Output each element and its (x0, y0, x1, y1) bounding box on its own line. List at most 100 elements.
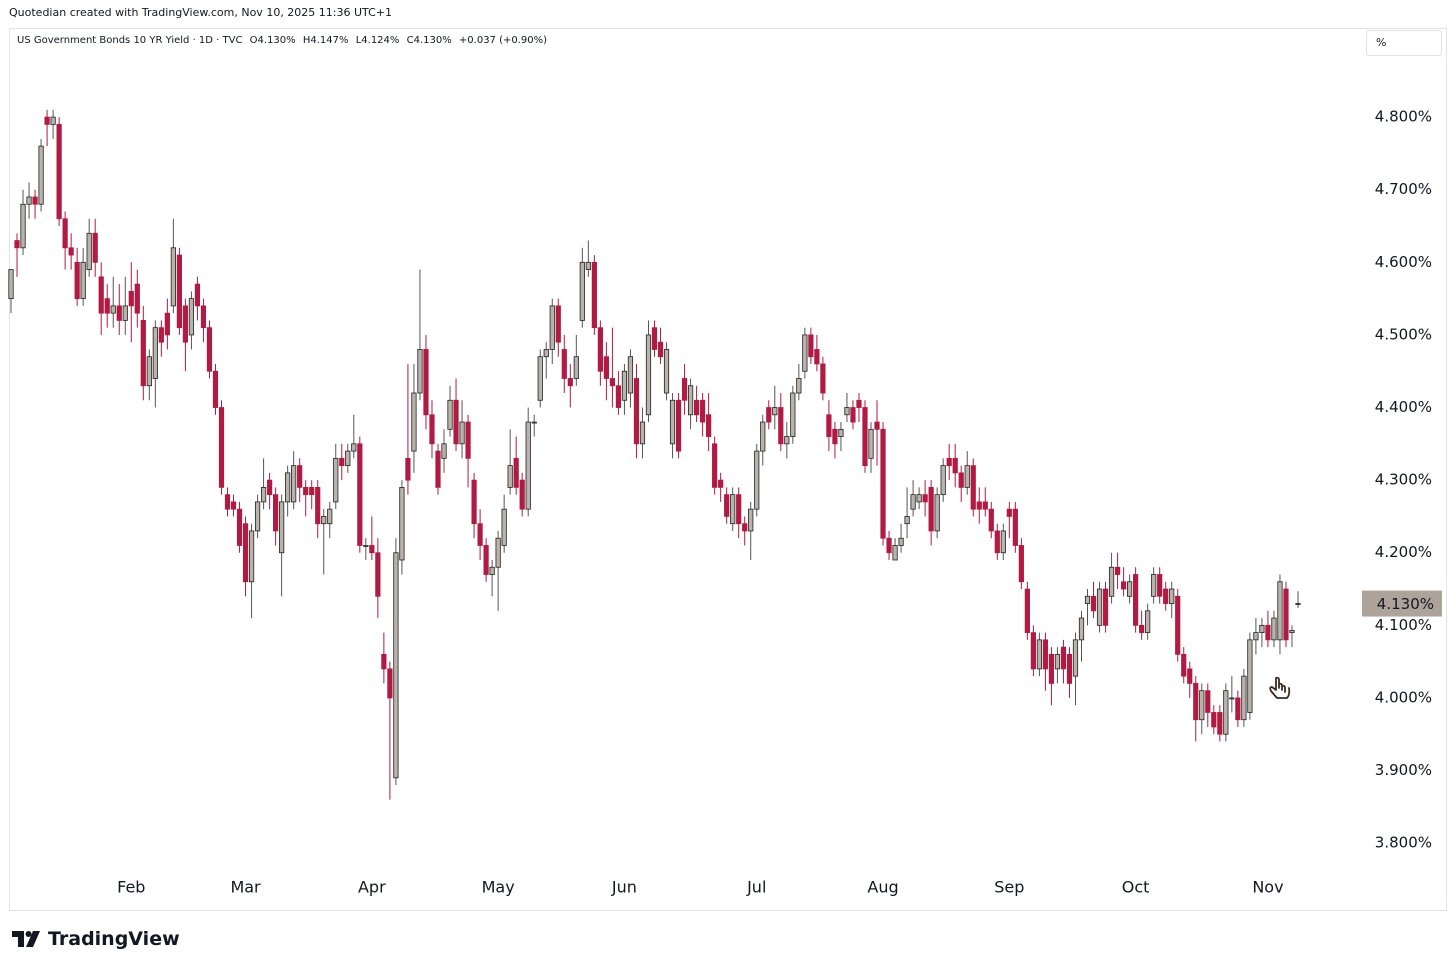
candle-body (712, 443, 718, 488)
candle-body (206, 327, 213, 372)
candle-body (399, 486, 405, 561)
candle-body (1175, 595, 1181, 655)
candle-body (1187, 668, 1193, 684)
candle-body (862, 407, 868, 467)
ohlc-change: +0.037 (+0.90%) (458, 35, 548, 46)
candle-body (1036, 639, 1042, 670)
candle-body (621, 370, 628, 401)
candle-body (441, 443, 447, 459)
candle-body (1127, 581, 1133, 597)
x-tick-label: Apr (358, 878, 386, 897)
candle-body (218, 407, 225, 488)
candle-body (1048, 653, 1055, 684)
candle-body (429, 414, 435, 445)
candle-body (122, 305, 128, 321)
candle-body (140, 320, 146, 387)
candle-body (1271, 617, 1277, 641)
candle-body (345, 450, 351, 467)
y-tick-label: 3.900% (1375, 761, 1432, 779)
candle-body (1247, 639, 1253, 713)
candle-body (62, 218, 68, 249)
candle-body (627, 356, 634, 394)
unit-button[interactable] (1366, 30, 1442, 56)
candle-body (110, 305, 116, 314)
candle-body (134, 283, 140, 314)
candle-body (772, 407, 778, 416)
candle-body (80, 261, 86, 300)
candle-body (597, 327, 603, 372)
candle-body (495, 537, 501, 568)
y-tick-label: 4.100% (1375, 616, 1432, 634)
candle-body (808, 334, 814, 358)
candle-body (1235, 697, 1241, 721)
ohlc-low: L4.124% (355, 35, 400, 46)
candle-body (724, 494, 730, 517)
candle-body (970, 465, 976, 510)
x-tick-label: Feb (117, 878, 145, 897)
candle-body (152, 327, 158, 379)
candle-body (176, 254, 182, 329)
candle-body (447, 399, 453, 430)
candle-body (74, 261, 80, 300)
ohlc-open: O4.130% (249, 35, 296, 46)
candle-body (850, 407, 856, 423)
x-tick-label: Aug (867, 878, 898, 897)
candle-body (934, 494, 940, 532)
candle-body (260, 486, 267, 503)
y-tick-label: 4.000% (1375, 688, 1432, 706)
candle-body (32, 196, 38, 205)
candle-body (417, 349, 423, 394)
y-tick-label: 4.400% (1375, 398, 1432, 416)
candle-body (128, 290, 134, 307)
ohlc-close: C4.130% (406, 35, 452, 46)
candle-body (357, 443, 363, 546)
y-tick-label: 4.200% (1375, 543, 1432, 561)
candle-body (838, 428, 844, 437)
candle-body (681, 378, 688, 401)
ohlc-high: H4.147% (302, 35, 349, 46)
candle-body (1066, 653, 1073, 684)
candle-body (778, 407, 784, 445)
candle-body (874, 421, 880, 430)
candle-body (381, 653, 387, 670)
y-tick-label: 4.700% (1375, 180, 1432, 198)
candle-body (651, 327, 658, 350)
candle-body (309, 486, 315, 496)
candle-body (760, 421, 766, 452)
y-tick-label: 4.300% (1375, 471, 1432, 489)
candle-body (754, 450, 760, 510)
candle-body (1169, 588, 1175, 604)
candle-body (50, 116, 56, 125)
candle-body (194, 283, 201, 307)
candle-body (1024, 588, 1030, 633)
candle-body (946, 457, 952, 467)
candle-body (693, 399, 700, 416)
x-tick-label: Mar (230, 878, 261, 897)
candle-body (904, 516, 910, 525)
candle-body (1018, 545, 1024, 583)
candle-body (164, 312, 170, 336)
y-tick-label: 4.600% (1375, 253, 1432, 271)
candle-body (591, 261, 597, 329)
candles (8, 109, 1301, 800)
candle-body (68, 247, 74, 256)
candle-body (730, 494, 736, 525)
candle-body (1120, 581, 1127, 590)
candle-body (1084, 595, 1091, 604)
logo-icon (12, 931, 40, 947)
candle-body (868, 428, 874, 459)
candle-body (291, 465, 297, 503)
unit-button-label[interactable]: % (1376, 36, 1386, 49)
candle-body (1000, 530, 1006, 554)
candle-body (784, 436, 790, 445)
candle-body (657, 341, 664, 358)
candle-body (1205, 690, 1211, 713)
candle-body (1253, 632, 1259, 641)
candle-body (465, 421, 471, 459)
candle-body (1108, 566, 1115, 597)
candle-body (820, 363, 826, 394)
candle-body (1283, 588, 1289, 641)
candle-body (1072, 639, 1079, 677)
candle-body (1145, 610, 1151, 633)
